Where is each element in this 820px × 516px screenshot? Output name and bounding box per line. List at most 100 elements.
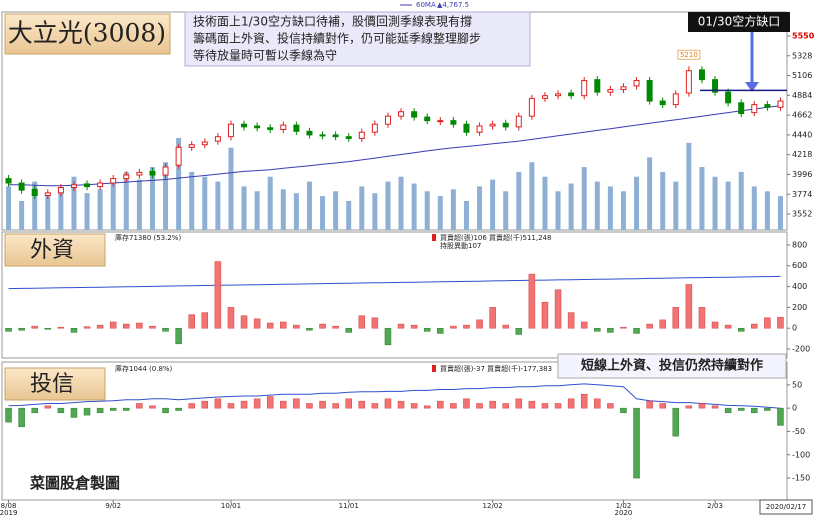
volume-bar (136, 179, 142, 230)
y-tick-label: 5328 (792, 51, 812, 60)
bar (31, 325, 38, 329)
bar (136, 403, 143, 409)
bar (240, 400, 248, 409)
y-tick-label: -200 (792, 345, 810, 354)
ma-line (8, 105, 781, 187)
bar (672, 407, 680, 437)
bar (502, 403, 509, 409)
volume-bar (202, 176, 208, 230)
bar (280, 400, 287, 409)
change-label: 持股異動107 (440, 241, 481, 250)
y-tick-label: 600 (792, 261, 807, 270)
bar (410, 324, 418, 329)
bar (646, 400, 653, 409)
bar (685, 405, 693, 409)
bar (371, 403, 379, 409)
candle-body (280, 124, 287, 131)
candle-body (227, 123, 234, 138)
y-tick-label: 3552 (792, 210, 812, 219)
y-tick-label: 800 (792, 240, 807, 249)
volume-bar (19, 200, 25, 230)
candle-body (424, 116, 431, 122)
volume-bar (320, 196, 326, 230)
bar (737, 407, 745, 411)
candle-body (620, 86, 627, 90)
candle-body (777, 100, 784, 108)
candle-body (725, 91, 732, 104)
candle-body (607, 88, 614, 93)
bar (764, 317, 771, 329)
candle-body (254, 125, 261, 129)
candle-body (541, 95, 548, 99)
peak-label: 5210 (680, 51, 698, 59)
bar (711, 405, 719, 409)
y-tick-label: 4662 (792, 111, 812, 120)
bar (659, 403, 666, 409)
volume-bar (372, 193, 378, 230)
candle-body (437, 120, 444, 123)
bar (175, 327, 182, 345)
candle-body (267, 127, 274, 131)
bar (319, 400, 326, 409)
bar (149, 325, 156, 329)
volume-bar (594, 181, 600, 230)
bar (698, 403, 706, 409)
bar (306, 327, 313, 331)
volume-bar (84, 193, 90, 230)
bar (136, 322, 143, 329)
candle-body (110, 178, 117, 184)
candle-body (214, 136, 221, 142)
foreign-panel (1, 231, 788, 359)
y-tick-label: 4884 (792, 91, 812, 100)
candle-body (411, 111, 418, 118)
volume-bar (712, 176, 718, 230)
y-tick-label: 3996 (792, 170, 812, 179)
y-tick-label: 0 (792, 404, 797, 413)
bar (528, 273, 536, 329)
candle-body (751, 104, 758, 114)
volume-bar (280, 189, 286, 230)
y-tick-label: 400 (792, 282, 807, 291)
last-date-box (759, 499, 813, 515)
gap-label: 01/30空方缺口 (698, 14, 781, 29)
volume-bar (516, 171, 522, 230)
volume-bar (293, 193, 299, 230)
bar (567, 312, 575, 329)
bar (5, 407, 12, 423)
volume-bar (110, 183, 116, 230)
volume-bar (607, 186, 613, 230)
bar (554, 403, 562, 409)
bar (5, 327, 12, 332)
candle-body (698, 69, 705, 81)
y-tick-label: 4440 (792, 130, 812, 139)
last-date: 2020/02/17 (766, 503, 806, 511)
candle-body (123, 174, 130, 180)
candle-body (659, 100, 666, 106)
candle-body (555, 93, 562, 97)
bar (96, 407, 104, 414)
x-tick-label: 9/02 (105, 502, 121, 510)
volume-bar (777, 196, 783, 230)
candle-body (31, 188, 38, 197)
peak-label-box (677, 49, 701, 60)
bar (554, 289, 562, 329)
candle-body (450, 120, 457, 125)
candle-body (188, 144, 195, 148)
volume-bar (58, 191, 64, 230)
volume-bar (228, 147, 234, 230)
panel-label: 投信 (30, 372, 74, 397)
bar (515, 327, 523, 335)
volume-bar (333, 191, 339, 230)
volume-bar (673, 181, 679, 230)
bar (450, 325, 457, 329)
x-tick-label: 11/01 (339, 502, 359, 510)
candle-body (581, 80, 588, 97)
bar (476, 403, 483, 409)
bar (345, 398, 352, 409)
bar (109, 407, 117, 411)
bar (358, 400, 366, 409)
bar (188, 314, 195, 329)
chart-title: 大立光(3008) (8, 19, 166, 48)
bar (31, 407, 38, 414)
